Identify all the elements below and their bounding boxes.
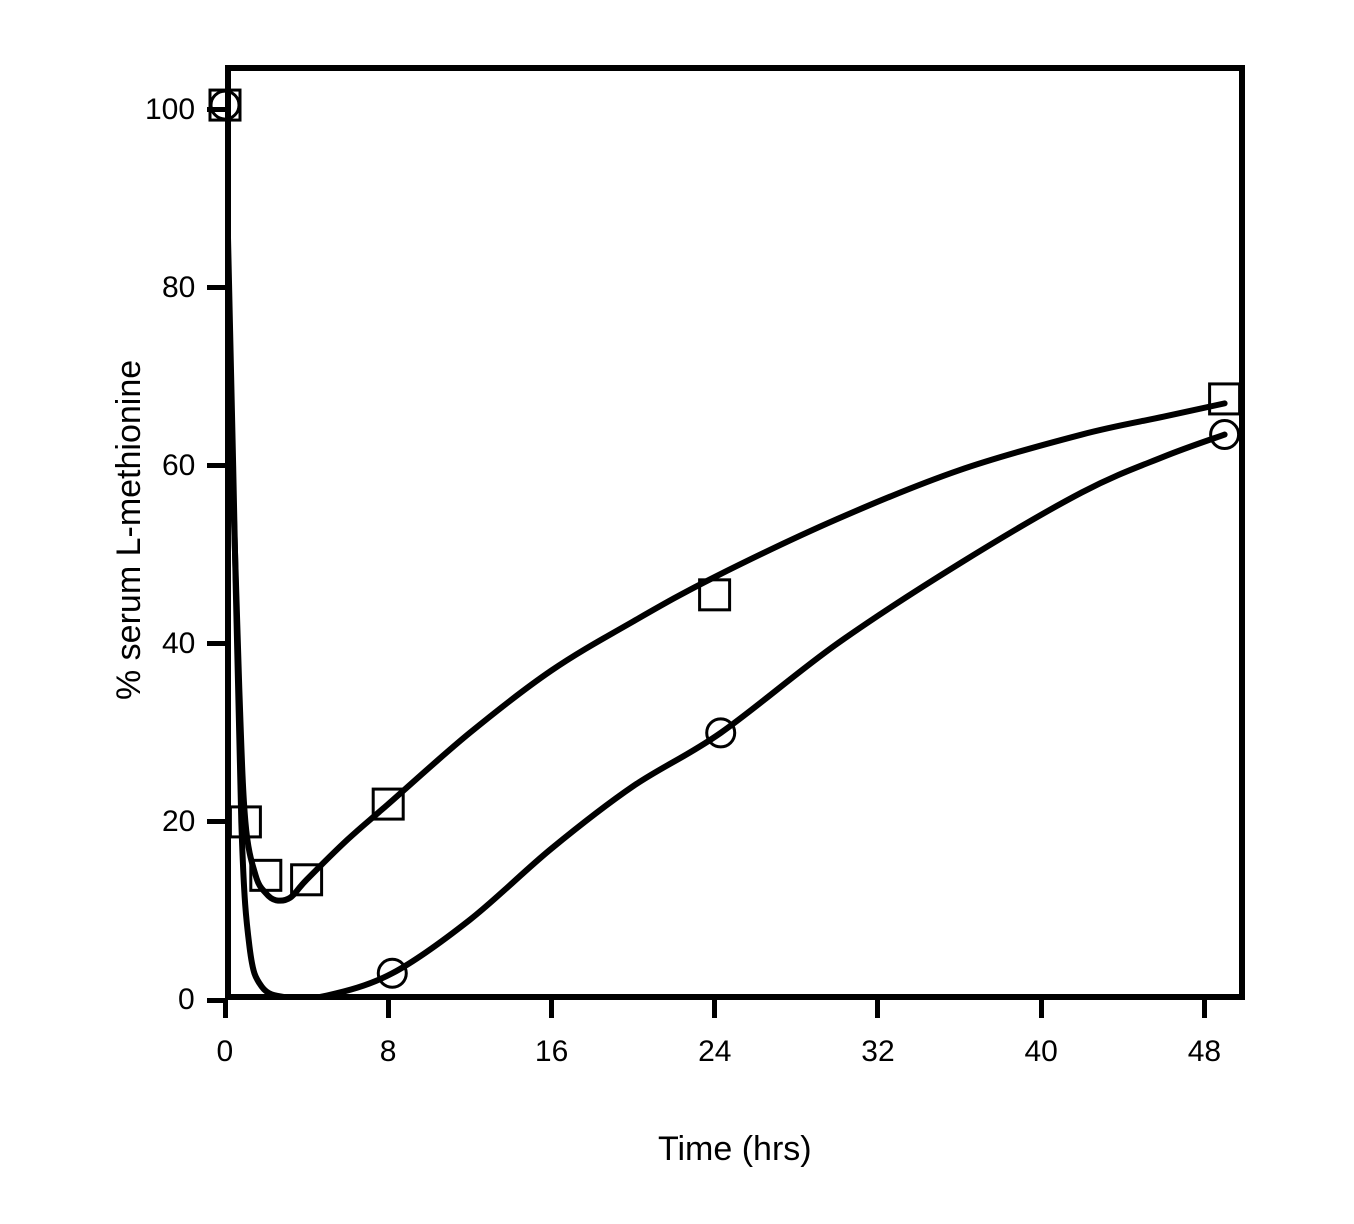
y-tick-label: 40: [162, 627, 195, 661]
y-tick-mark: [207, 463, 225, 468]
y-tick-label: 60: [162, 449, 195, 483]
series-square-line: [225, 105, 1225, 901]
x-tick-label: 48: [1188, 1035, 1221, 1069]
y-tick-mark: [207, 641, 225, 646]
x-tick-mark: [1202, 1000, 1207, 1018]
series-circle-line: [225, 105, 1225, 998]
y-tick-label: 0: [178, 983, 195, 1017]
x-tick-mark: [875, 1000, 880, 1018]
x-tick-label: 16: [535, 1035, 568, 1069]
series-square-marker: [1210, 384, 1240, 414]
y-tick-label: 80: [162, 271, 195, 305]
x-tick-label: 8: [380, 1035, 397, 1069]
chart-svg: [0, 0, 1354, 1224]
x-tick-mark: [1039, 1000, 1044, 1018]
series-circle-markers: [211, 91, 1239, 987]
x-tick-mark: [223, 1000, 228, 1018]
y-tick-mark: [207, 819, 225, 824]
x-tick-mark: [712, 1000, 717, 1018]
y-tick-mark: [207, 998, 225, 1003]
x-tick-mark: [549, 1000, 554, 1018]
x-tick-mark: [386, 1000, 391, 1018]
y-tick-mark: [207, 107, 225, 112]
x-tick-label: 0: [217, 1035, 234, 1069]
x-tick-label: 32: [861, 1035, 894, 1069]
y-tick-mark: [207, 285, 225, 290]
y-tick-label: 100: [145, 93, 195, 127]
x-tick-label: 40: [1025, 1035, 1058, 1069]
canvas: % serum L-methionine Time (hrs) 08162432…: [0, 0, 1354, 1224]
y-tick-label: 20: [162, 805, 195, 839]
series-circle: [225, 105, 1225, 998]
series-square: [225, 105, 1225, 901]
x-tick-label: 24: [698, 1035, 731, 1069]
